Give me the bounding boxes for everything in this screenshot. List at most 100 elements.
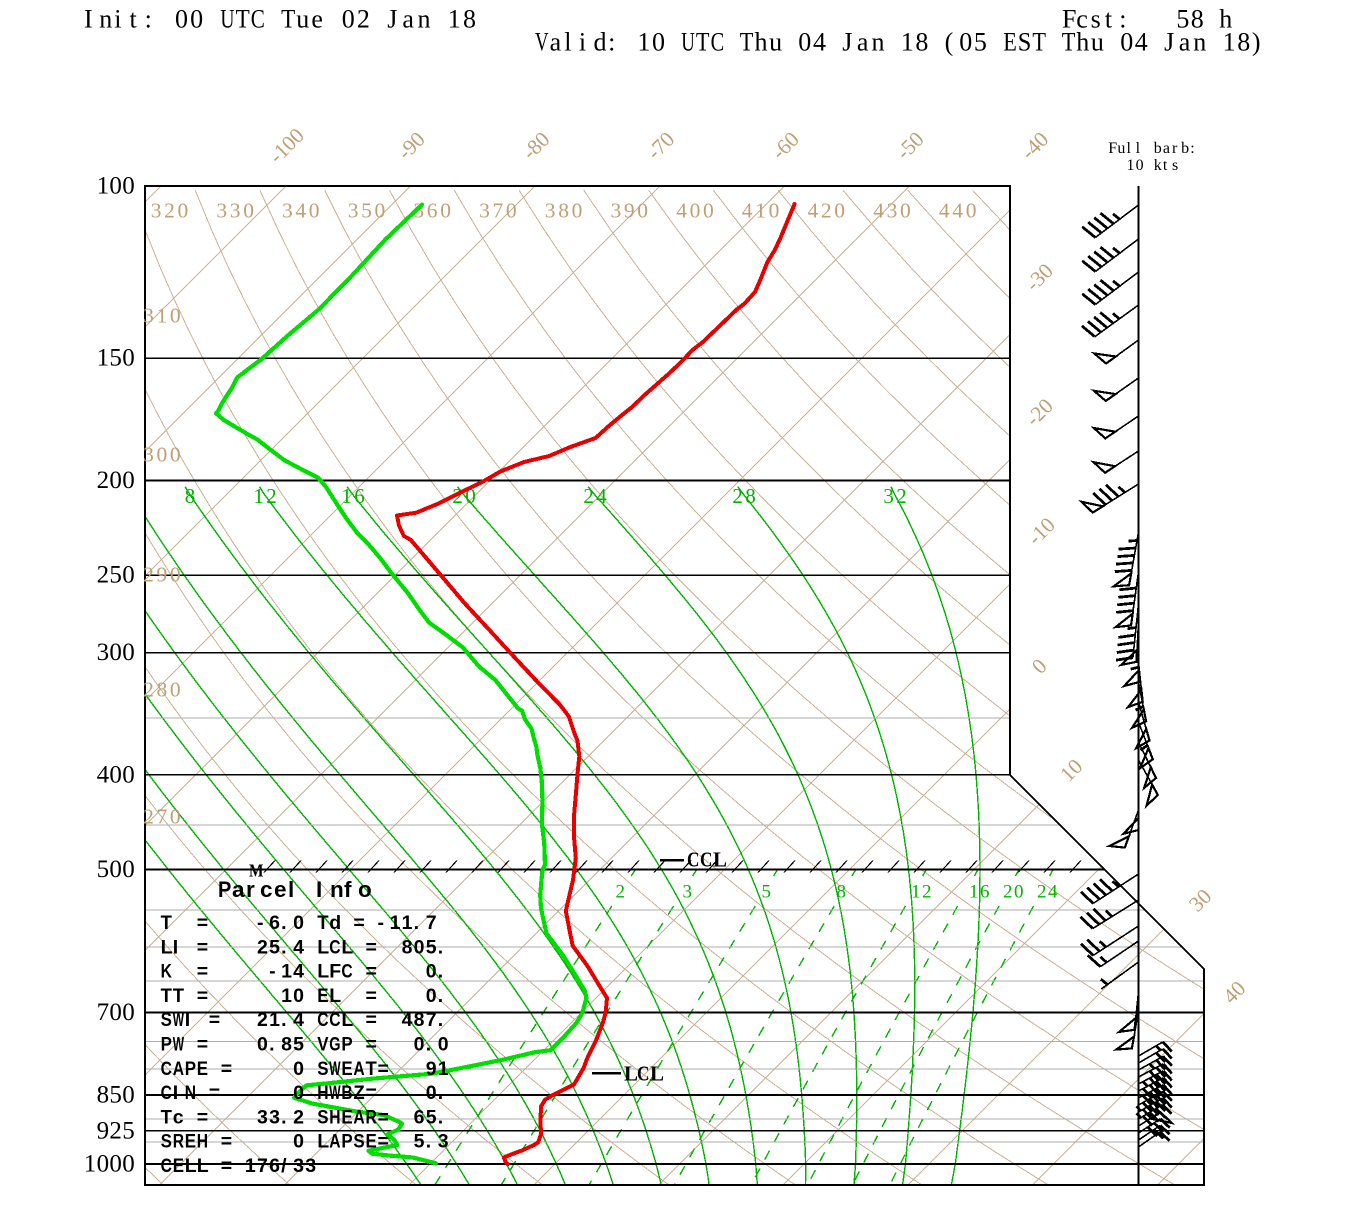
svg-text:I: I [185, 1009, 190, 1031]
svg-text:1: 1 [97, 173, 110, 200]
svg-text:0: 0 [959, 28, 972, 57]
svg-text:7: 7 [426, 912, 437, 934]
svg-text:=: = [209, 1082, 220, 1104]
svg-text:J: J [842, 28, 852, 57]
svg-text:6: 6 [427, 199, 438, 223]
svg-text:T: T [161, 912, 172, 934]
svg-text:A: A [173, 1058, 184, 1080]
svg-text:2: 2 [1037, 882, 1047, 903]
svg-text:5: 5 [97, 856, 110, 883]
svg-text:S: S [161, 1131, 172, 1153]
svg-text:3: 3 [257, 1106, 268, 1128]
svg-text:E: E [173, 1155, 184, 1177]
svg-text:H: H [197, 1131, 208, 1153]
svg-text:F: F [1108, 140, 1117, 157]
svg-text:4: 4 [293, 961, 304, 983]
svg-text:G: G [329, 1034, 340, 1056]
svg-text:0: 0 [170, 678, 181, 702]
svg-text:C: C [161, 1155, 172, 1177]
svg-text:0: 0 [342, 5, 355, 34]
svg-text:3: 3 [683, 882, 693, 903]
svg-text:3: 3 [282, 199, 293, 223]
svg-text:2: 2 [97, 467, 110, 494]
svg-text:2: 2 [109, 1117, 122, 1144]
svg-text:4: 4 [742, 199, 753, 223]
svg-text:4: 4 [939, 199, 950, 223]
svg-text:4: 4 [97, 761, 110, 788]
svg-text:c: c [260, 877, 273, 902]
svg-text:.: . [281, 912, 286, 934]
svg-text:E: E [341, 1106, 352, 1128]
svg-text:0: 0 [414, 1034, 425, 1056]
svg-text:1: 1 [97, 345, 110, 372]
svg-text:3: 3 [216, 199, 227, 223]
svg-text:T: T [173, 985, 184, 1007]
svg-text:a: a [232, 877, 245, 902]
svg-text:A: A [329, 1131, 340, 1153]
svg-text:t: t [130, 5, 138, 34]
svg-text:8: 8 [414, 1009, 425, 1031]
svg-text:5: 5 [426, 936, 437, 958]
svg-text::: : [1190, 140, 1194, 157]
svg-text:2: 2 [293, 1106, 304, 1128]
svg-text:8: 8 [97, 1081, 110, 1108]
svg-text:P: P [161, 1034, 172, 1056]
svg-text:3: 3 [887, 199, 898, 223]
svg-text:1: 1 [637, 28, 650, 57]
svg-text:0: 0 [109, 467, 122, 494]
svg-text:=: = [197, 961, 208, 983]
svg-text:L: L [341, 1009, 353, 1031]
svg-text:0: 0 [109, 173, 122, 200]
svg-text:3: 3 [305, 1155, 316, 1177]
svg-text:l: l [288, 877, 294, 902]
svg-text:7: 7 [97, 999, 110, 1026]
svg-text:7: 7 [157, 805, 168, 829]
svg-text:0: 0 [170, 443, 181, 467]
svg-text:0: 0 [690, 199, 701, 223]
svg-text:L: L [317, 1131, 329, 1153]
svg-text:u: u [769, 28, 782, 57]
svg-text:1: 1 [911, 882, 921, 903]
svg-text:1: 1 [84, 1150, 97, 1177]
svg-text:U: U [220, 5, 234, 34]
svg-text:1: 1 [1223, 28, 1236, 57]
svg-text:(: ( [945, 28, 954, 57]
svg-text:a: a [1179, 28, 1191, 57]
svg-text:3: 3 [479, 199, 490, 223]
svg-text:2: 2 [143, 678, 154, 702]
svg-text:n: n [418, 5, 431, 34]
svg-text:C: C [700, 848, 712, 872]
svg-text:.: . [438, 1082, 443, 1104]
svg-text:8: 8 [915, 28, 928, 57]
svg-text:a: a [550, 28, 562, 57]
svg-text:1: 1 [901, 28, 914, 57]
svg-text:.: . [281, 1106, 286, 1128]
svg-text:u: u [1091, 28, 1104, 57]
svg-text:.: . [414, 912, 419, 934]
svg-text:3: 3 [97, 639, 110, 666]
svg-text:=: = [366, 936, 377, 958]
svg-text:n: n [99, 5, 112, 34]
svg-text:0: 0 [1120, 28, 1133, 57]
svg-text:J: J [387, 5, 397, 34]
svg-text:3: 3 [269, 1106, 280, 1128]
svg-text:H: H [317, 1082, 328, 1104]
svg-text:C: C [329, 1009, 340, 1031]
svg-text:V: V [535, 28, 549, 57]
svg-text:5: 5 [974, 28, 987, 57]
svg-text:0: 0 [769, 199, 780, 223]
svg-text:I: I [173, 1082, 178, 1104]
svg-text:R: R [173, 1131, 184, 1153]
svg-text:T: T [740, 28, 754, 57]
svg-text:P: P [218, 877, 231, 902]
svg-text:0: 0 [122, 1081, 135, 1108]
svg-text:4: 4 [808, 199, 819, 223]
svg-text:H: H [329, 1106, 340, 1128]
svg-text:l: l [564, 28, 571, 57]
svg-text:3: 3 [883, 484, 894, 508]
svg-text:3: 3 [611, 199, 622, 223]
svg-text:6: 6 [414, 1106, 425, 1128]
svg-text:0: 0 [122, 1150, 135, 1177]
svg-text:4: 4 [873, 199, 884, 223]
svg-text:1: 1 [341, 484, 352, 508]
